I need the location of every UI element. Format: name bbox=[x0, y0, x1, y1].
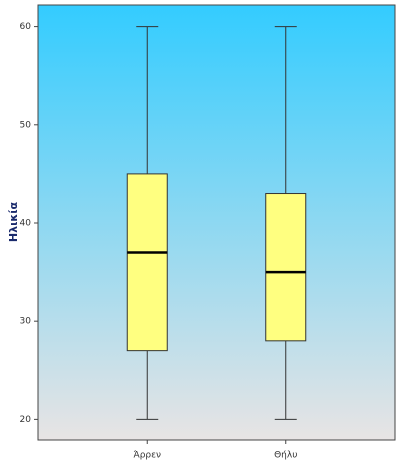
y-tick-label: 40 bbox=[20, 218, 32, 228]
y-axis-title: Ηλικία bbox=[7, 202, 20, 243]
box bbox=[265, 193, 307, 342]
y-tick-label: 30 bbox=[20, 317, 32, 327]
x-tick-label: Άρρεν bbox=[133, 451, 161, 461]
plot-area bbox=[37, 4, 396, 441]
box bbox=[126, 173, 168, 352]
y-tick-label: 50 bbox=[20, 120, 32, 130]
y-tick-label: 60 bbox=[20, 22, 32, 32]
y-tick-label: 20 bbox=[20, 415, 32, 425]
x-tick-label: Θήλυ bbox=[274, 451, 297, 461]
